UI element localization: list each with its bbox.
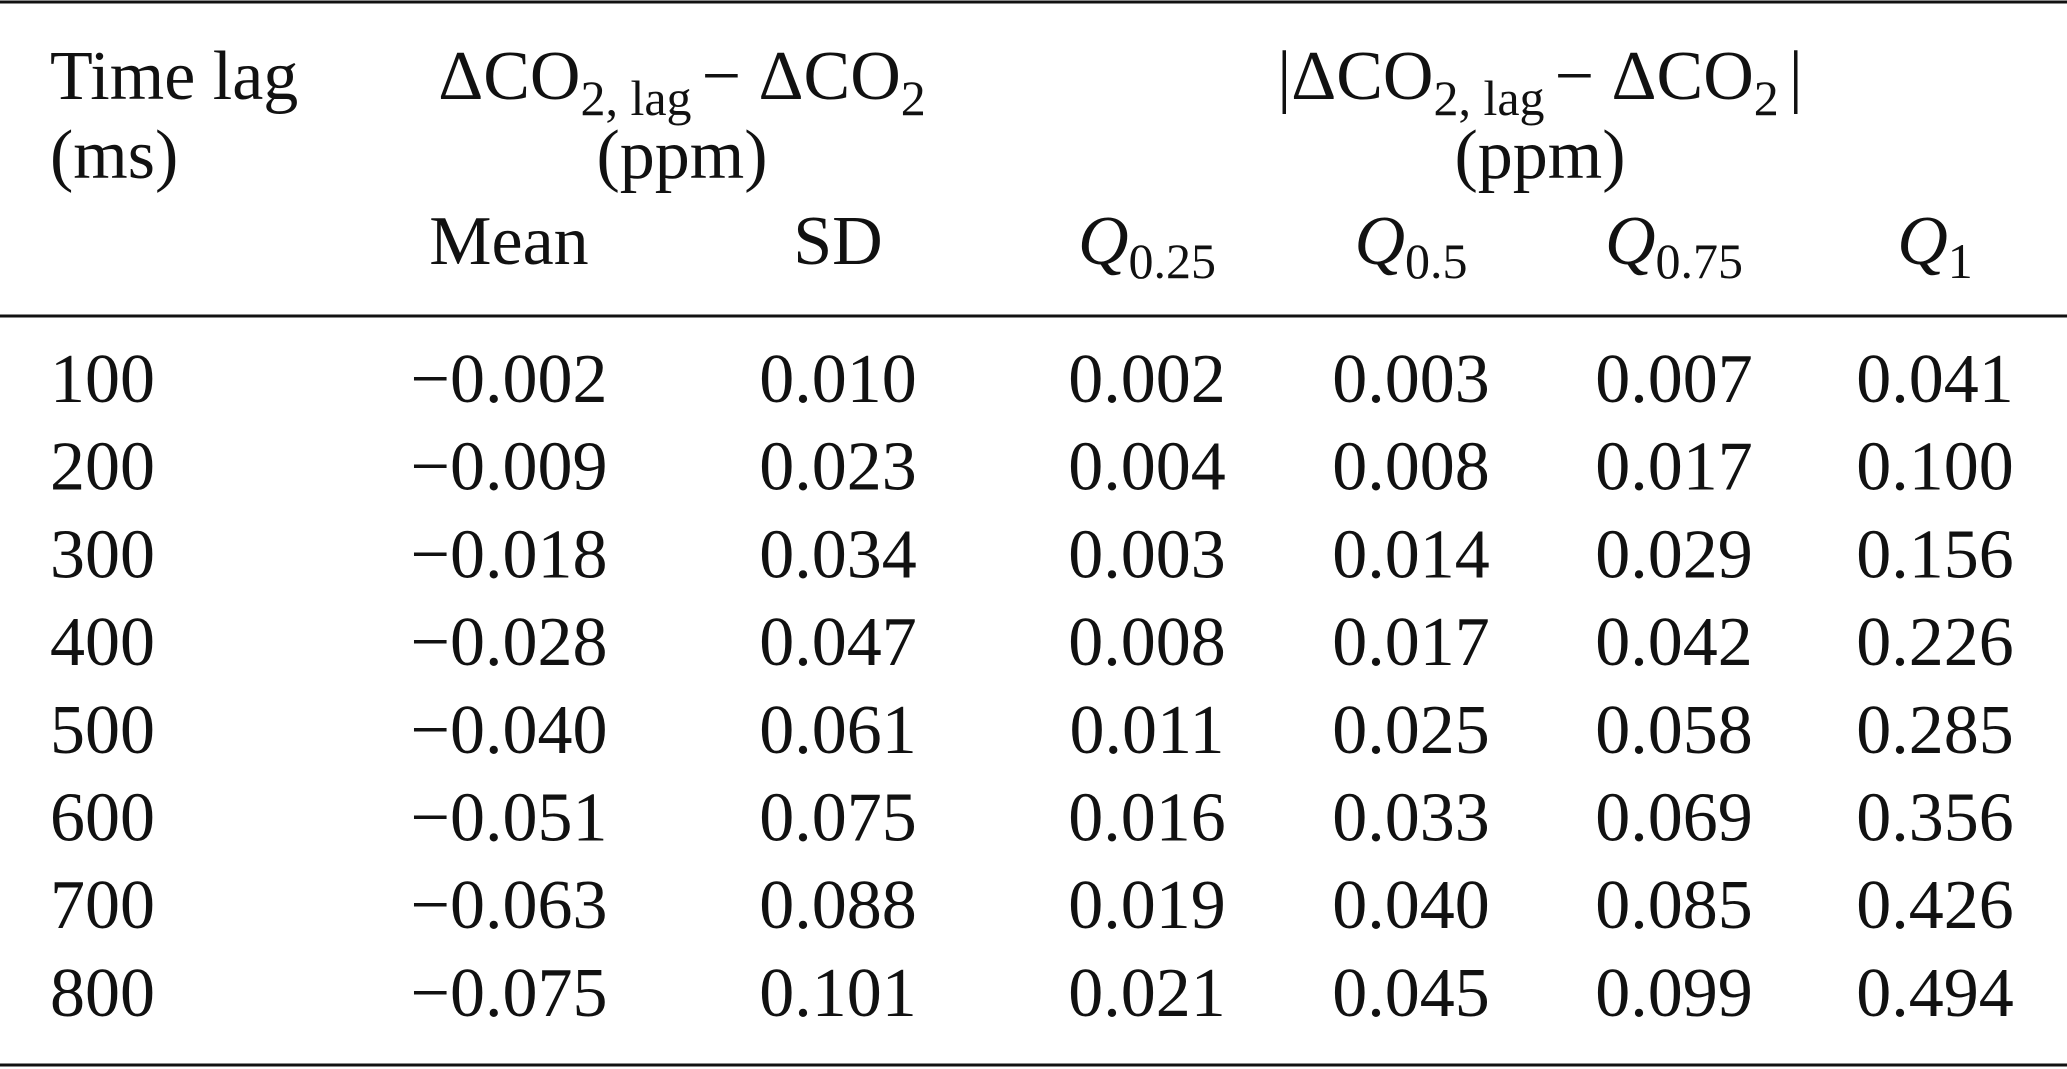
cell: 0.494	[1856, 955, 2014, 1032]
cell: 0.016	[1068, 780, 1226, 857]
unit-label: (ppm)	[1454, 117, 1625, 194]
cell: 0.034	[759, 516, 917, 593]
cell: 0.156	[1856, 516, 2014, 593]
group-header: ΔCO2, lag − ΔCO2	[438, 38, 926, 126]
subscript: 0.5	[1405, 233, 1468, 289]
cell: 0.285	[1856, 692, 2014, 769]
column-header: Q0.75	[1605, 203, 1743, 289]
cell: 0.033	[1332, 780, 1490, 857]
subscript: 1	[1948, 233, 1973, 289]
column-header: Q0.5	[1354, 203, 1467, 289]
cell: 0.040	[1332, 867, 1490, 944]
cell: 0.085	[1595, 867, 1753, 944]
cell: 0.061	[759, 692, 917, 769]
cell: 0.003	[1332, 341, 1490, 418]
cell: −0.051	[411, 780, 608, 857]
cell: 0.010	[759, 341, 917, 418]
cell: 0.100	[1856, 429, 2014, 506]
symbol: Q	[1354, 203, 1405, 280]
cell: 0.017	[1595, 429, 1753, 506]
cell: 0.088	[759, 867, 917, 944]
subscript: 2, lag	[1433, 70, 1544, 126]
cell: 600	[50, 780, 155, 857]
cell: 300	[50, 516, 155, 593]
cell: 0.045	[1332, 955, 1490, 1032]
cell: 100	[50, 341, 155, 418]
cell: 0.011	[1070, 692, 1225, 769]
symbol: Q	[1605, 203, 1656, 280]
cell: 0.008	[1332, 429, 1490, 506]
cell: 700	[50, 867, 155, 944]
cell: 0.007	[1595, 341, 1753, 418]
cell: 0.003	[1068, 516, 1226, 593]
cell: 0.042	[1595, 604, 1753, 681]
subscript: 0.75	[1656, 233, 1744, 289]
header-part: − ΔCO	[1555, 38, 1754, 115]
cell: −0.040	[411, 692, 608, 769]
subscript: 0.25	[1129, 233, 1217, 289]
cell: 0.075	[759, 780, 917, 857]
symbol: Q	[1897, 203, 1948, 280]
cell: 0.002	[1068, 341, 1226, 418]
header-part: |ΔCO	[1277, 38, 1433, 115]
cell: 0.356	[1856, 780, 2014, 857]
cell: 0.021	[1068, 955, 1226, 1032]
cell: 0.004	[1068, 429, 1226, 506]
cell: 0.008	[1068, 604, 1226, 681]
cell: −0.075	[411, 955, 608, 1032]
cell: 0.099	[1595, 955, 1753, 1032]
header-part: |	[1789, 38, 1803, 115]
cell: 0.047	[759, 604, 917, 681]
cell: −0.002	[411, 341, 608, 418]
group-header: |ΔCO2, lag − ΔCO2 |	[1277, 38, 1803, 126]
cell: 0.019	[1068, 867, 1226, 944]
column-header: SD	[793, 203, 882, 280]
cell: 0.029	[1595, 516, 1753, 593]
header-label: Time lag	[50, 38, 298, 115]
header-label: (ms)	[50, 117, 178, 194]
cell: −0.028	[411, 604, 608, 681]
cell: 800	[50, 955, 155, 1032]
cell: 0.069	[1595, 780, 1753, 857]
cell: −0.009	[411, 429, 608, 506]
header-part: − ΔCO	[702, 38, 901, 115]
header-part: ΔCO	[438, 38, 580, 115]
cell: 200	[50, 429, 155, 506]
column-header: Q0.25	[1078, 203, 1216, 289]
column-header: Q1	[1897, 203, 1973, 289]
subscript: 2, lag	[580, 70, 691, 126]
symbol: Q	[1078, 203, 1129, 280]
cell: −0.018	[411, 516, 608, 593]
unit-label: (ppm)	[596, 117, 767, 194]
cell: 400	[50, 604, 155, 681]
cell: 0.023	[759, 429, 917, 506]
cell: −0.063	[411, 867, 608, 944]
cell: 0.041	[1856, 341, 2014, 418]
cell: 0.226	[1856, 604, 2014, 681]
cell: 0.025	[1332, 692, 1490, 769]
cell: 0.058	[1595, 692, 1753, 769]
subscript: 2	[901, 70, 926, 126]
subscript: 2	[1754, 70, 1779, 126]
cell: 0.426	[1856, 867, 2014, 944]
cell: 0.101	[759, 955, 917, 1032]
column-header: Mean	[429, 203, 588, 280]
cell: 500	[50, 692, 155, 769]
cell: 0.014	[1332, 516, 1490, 593]
cell: 0.017	[1332, 604, 1490, 681]
